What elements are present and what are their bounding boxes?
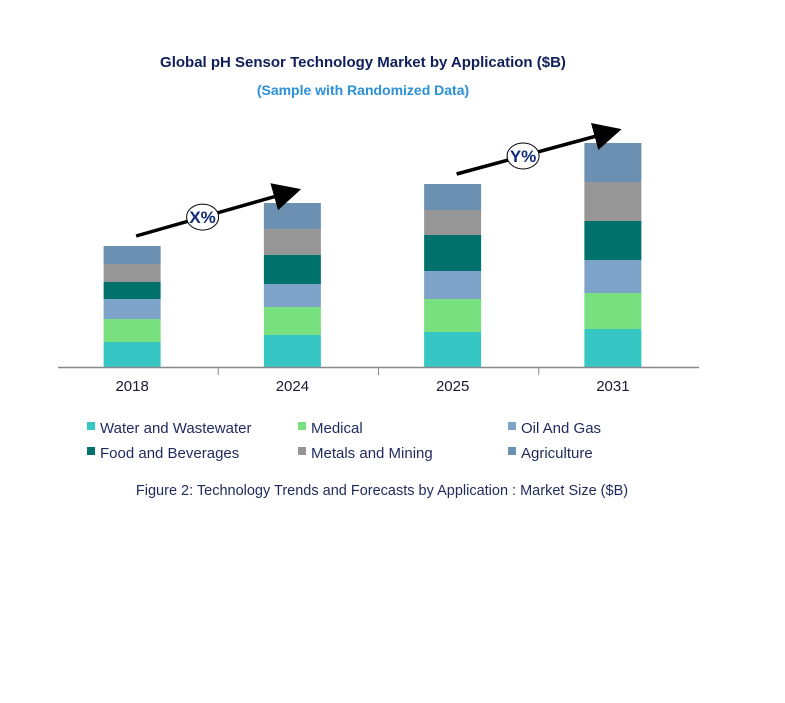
bar-segment-2031-0 [584, 329, 642, 367]
bar-segment-2031-5 [584, 143, 642, 182]
bar-segment-2018-2 [103, 299, 161, 319]
bar-segment-2025-0 [424, 332, 482, 367]
legend-label: Medical [311, 420, 363, 437]
legend-swatch [298, 447, 306, 455]
chart-subtitle: (Sample with Randomized Data) [257, 82, 469, 98]
bar-segment-2031-1 [584, 293, 642, 329]
bar-segment-2031-2 [584, 260, 642, 293]
bar-segment-2025-1 [424, 299, 482, 332]
bar-segment-2018-4 [103, 264, 161, 282]
bar-segment-2025-3 [424, 235, 482, 271]
growth-label-bubble [506, 142, 540, 170]
bar-segment-2024-0 [263, 335, 321, 367]
legend-label: Metals and Mining [311, 445, 433, 462]
legend-label: Agriculture [521, 445, 593, 462]
bar-segment-2018-1 [103, 319, 161, 342]
x-tick-label: 2024 [276, 378, 309, 395]
bar-segment-2025-5 [424, 184, 482, 210]
legend-swatch [298, 422, 306, 430]
bar-segment-2018-3 [103, 282, 161, 299]
bar-segment-2024-5 [263, 203, 321, 229]
legend-swatch [508, 422, 516, 430]
bar-segment-2024-4 [263, 229, 321, 255]
bar-segment-2024-3 [263, 255, 321, 284]
growth-label: X% [189, 208, 215, 227]
bar-segment-2031-4 [584, 182, 642, 221]
bar-segment-2025-4 [424, 210, 482, 235]
x-tick-label: 2018 [115, 378, 148, 395]
x-tick-label: 2025 [436, 378, 469, 395]
legend-swatch [508, 447, 516, 455]
legend-label: Water and Wastewater [100, 420, 251, 437]
growth-label-bubble [186, 203, 220, 231]
chart-title: Global pH Sensor Technology Market by Ap… [160, 54, 566, 71]
legend-swatch [87, 422, 95, 430]
figure-caption: Figure 2: Technology Trends and Forecast… [136, 483, 628, 499]
bar-segment-2025-2 [424, 271, 482, 299]
growth-label: Y% [510, 147, 536, 166]
bar-segment-2024-2 [263, 284, 321, 307]
legend-label: Food and Beverages [100, 445, 239, 462]
bar-segment-2018-5 [103, 246, 161, 264]
x-tick-label: 2031 [596, 378, 629, 395]
legend-swatch [87, 447, 95, 455]
bar-segment-2031-3 [584, 221, 642, 260]
bar-segment-2024-1 [263, 307, 321, 335]
legend-label: Oil And Gas [521, 420, 601, 437]
bar-segment-2018-0 [103, 342, 161, 367]
